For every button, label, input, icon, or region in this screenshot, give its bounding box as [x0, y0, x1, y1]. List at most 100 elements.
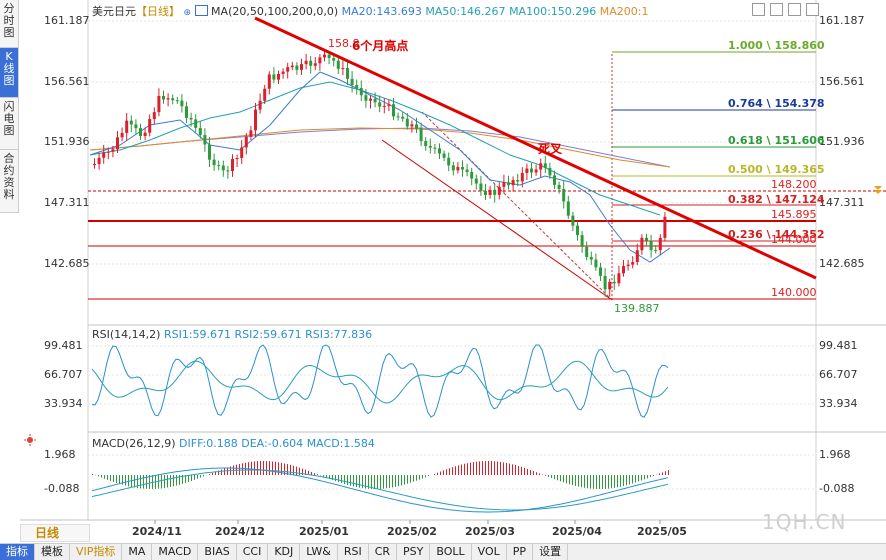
candle-body: [659, 238, 662, 250]
candle-body: [640, 238, 643, 250]
rsi-title: RSI(14,14,2): [92, 328, 160, 341]
macd-bar: [563, 475, 564, 482]
macd-bar: [371, 475, 372, 489]
candle-body: [337, 61, 340, 69]
candle-body: [102, 152, 105, 157]
candle-body: [438, 148, 441, 153]
macd-bar: [98, 475, 99, 476]
settings-icon[interactable]: [806, 3, 819, 16]
macd-bar: [269, 461, 270, 475]
candle-body: [332, 58, 335, 61]
macd-bar: [164, 475, 165, 488]
candle-body: [180, 101, 183, 107]
indicator-tab-bar: 指标 模板 VIP指标 MA MACD BIAS CCI KDJ LW& RSI…: [0, 543, 886, 560]
candle-body: [176, 100, 179, 101]
candle-body: [622, 266, 625, 273]
price-grid: [88, 21, 816, 489]
macd-tick-left: -0.088: [44, 482, 79, 495]
candle-body: [249, 130, 252, 136]
macd-bar: [191, 475, 192, 481]
date-axis-ticks: [155, 520, 660, 524]
macd-bar: [161, 475, 162, 488]
candle-body: [433, 148, 436, 149]
macd-bar: [317, 474, 318, 475]
tab-rsi[interactable]: RSI: [338, 544, 369, 560]
tab-ma[interactable]: MA: [122, 544, 152, 560]
macd-bar: [458, 465, 459, 475]
macd-bar: [488, 461, 489, 475]
tab-vol[interactable]: VOL: [472, 544, 507, 560]
candle-body: [415, 124, 418, 128]
tab-cci[interactable]: CCI: [237, 544, 269, 560]
candle-body: [410, 124, 413, 126]
zoom-out-icon[interactable]: [752, 3, 765, 16]
macd-bar: [524, 468, 525, 475]
rsi3-value: RSI3:77.836: [305, 328, 372, 341]
candle-body: [98, 158, 101, 164]
macd-value: MACD:1.584: [307, 437, 375, 450]
tab-lw[interactable]: LW&: [300, 544, 338, 560]
period-tag: 【日线】: [136, 5, 180, 18]
tab-bias[interactable]: BIAS: [198, 544, 236, 560]
settings-sun-icon[interactable]: [24, 434, 36, 446]
grid-icon[interactable]: [788, 3, 801, 16]
macd-bar: [113, 475, 114, 482]
macd-bar: [158, 475, 159, 489]
macd-bar: [665, 471, 666, 475]
candle-body: [121, 133, 124, 137]
macd-bar: [380, 475, 381, 489]
tab-kdj[interactable]: KDJ: [268, 544, 300, 560]
chart-type-icon[interactable]: [195, 5, 208, 16]
macd-bar: [272, 461, 273, 475]
candle-body: [355, 85, 358, 88]
candle-body: [424, 141, 427, 146]
candle-body: [226, 170, 229, 171]
macd-bar: [413, 475, 414, 482]
candle-body: [645, 238, 648, 241]
candle-body: [516, 180, 519, 181]
symbol-name: 美元日元: [92, 5, 136, 18]
kline-chart[interactable]: [0, 0, 886, 545]
macd-bar: [359, 475, 360, 488]
macd-bar: [416, 475, 417, 481]
macd-bar: [323, 475, 324, 477]
candle-body: [650, 241, 653, 250]
price-tick-right: 151.936: [819, 135, 865, 148]
zoom-in-icon[interactable]: [770, 3, 783, 16]
tab-psy[interactable]: PSY: [397, 544, 430, 560]
macd-bar: [587, 475, 588, 488]
add-indicator-icon[interactable]: ⊕: [184, 8, 192, 18]
tab-macd[interactable]: MACD: [152, 544, 198, 560]
tab-indicators[interactable]: 指标: [0, 544, 35, 560]
tab-templates[interactable]: 模板: [35, 544, 70, 560]
candle-body: [130, 121, 133, 125]
macd-bar: [242, 463, 243, 475]
tab-cr[interactable]: CR: [369, 544, 397, 560]
price-tick-right: 142.685: [819, 257, 865, 270]
macd-bar: [362, 475, 363, 488]
macd-bar: [476, 462, 477, 475]
macd-bar: [395, 475, 396, 487]
macd-bar: [629, 475, 630, 484]
tab-vip-indicators[interactable]: VIP指标: [70, 544, 122, 560]
high-note-label: 6个月高点: [352, 37, 408, 54]
candle-body: [521, 173, 524, 182]
tab-boll[interactable]: BOLL: [430, 544, 471, 560]
macd-bar: [296, 467, 297, 475]
macd-bar: [347, 475, 348, 485]
macd-tick-left: 1.968: [44, 448, 76, 461]
candle-body: [125, 121, 128, 133]
macd-bar: [617, 475, 618, 487]
macd-bar: [491, 461, 492, 475]
tab-settings[interactable]: 设置: [533, 544, 568, 560]
candle-body: [259, 101, 262, 110]
period-button[interactable]: 日线: [20, 524, 90, 542]
candle-body: [627, 265, 630, 266]
fib-label-0500: 0.500 \ 149.365: [728, 163, 825, 176]
price-tick-left: 156.561: [44, 75, 90, 88]
tab-pp[interactable]: PP: [507, 544, 533, 560]
candle-body: [420, 129, 423, 141]
candle-body: [190, 118, 193, 120]
rsi-tick-left: 33.934: [44, 397, 83, 410]
candle-body: [171, 98, 174, 100]
